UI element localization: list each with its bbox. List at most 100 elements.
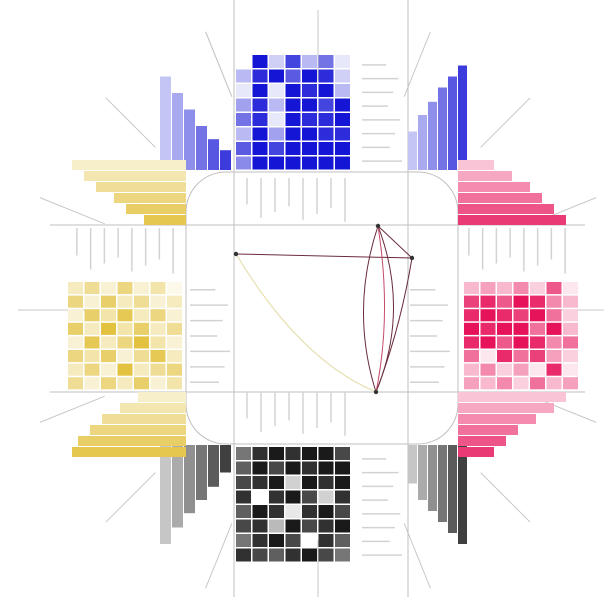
matrix-cell-right xyxy=(530,350,545,362)
matrix-cell-left xyxy=(101,296,116,308)
matrix-cell-right xyxy=(547,336,562,348)
matrix-cell-left xyxy=(101,336,116,348)
matrix-cell-top xyxy=(269,55,284,68)
spoke-line xyxy=(40,396,105,422)
matrix-cell-top xyxy=(302,84,317,97)
matrix-cell-bottom xyxy=(236,549,251,562)
matrix-cell-left xyxy=(167,296,182,308)
matrix-cell-bottom xyxy=(335,520,350,533)
matrix-cell-right xyxy=(547,350,562,362)
matrix-cell-left xyxy=(68,296,83,308)
bar-right_top xyxy=(458,182,530,192)
matrix-cell-bottom xyxy=(286,549,301,562)
bar-left_bottom xyxy=(78,436,186,446)
bar-left_bottom xyxy=(120,403,186,413)
matrix-cell-left xyxy=(167,350,182,362)
matrix-cell-left xyxy=(101,282,116,294)
matrix-cell-top xyxy=(253,55,268,68)
matrix-cell-right xyxy=(464,323,479,335)
matrix-cell-right xyxy=(563,323,578,335)
matrix-cell-right xyxy=(514,364,529,376)
matrix-cell-right xyxy=(481,323,496,335)
matrix-cell-left xyxy=(68,377,83,389)
matrix-cell-right xyxy=(481,296,496,308)
matrix-cell-top xyxy=(286,157,301,170)
matrix-cell-bottom xyxy=(286,462,301,475)
matrix-cell-top xyxy=(269,99,284,112)
matrix-cell-left xyxy=(85,336,100,348)
spoke-line xyxy=(481,473,530,522)
bar-left_top xyxy=(114,193,186,203)
matrix-cell-right xyxy=(497,282,512,294)
matrix-cell-left xyxy=(151,377,166,389)
bar-right_top xyxy=(458,171,512,181)
spoke-line xyxy=(106,473,155,522)
bar-left_bottom xyxy=(138,392,186,402)
matrix-cell-left xyxy=(118,309,133,321)
matrix-cell-top xyxy=(335,55,350,68)
matrix-cell-left xyxy=(85,377,100,389)
matrix-cell-bottom xyxy=(319,534,334,547)
matrix-cell-bottom xyxy=(269,549,284,562)
matrix-cell-right xyxy=(514,282,529,294)
matrix-cell-left xyxy=(167,323,182,335)
matrix-cell-bottom xyxy=(286,491,301,504)
matrix-cell-top xyxy=(269,157,284,170)
matrix-cell-right xyxy=(530,323,545,335)
matrix-cell-right xyxy=(481,377,496,389)
matrix-cell-bottom xyxy=(269,534,284,547)
matrix-cell-bottom xyxy=(335,491,350,504)
matrix-cell-bottom xyxy=(319,520,334,533)
matrix-cell-right xyxy=(497,364,512,376)
matrix-cell-bottom xyxy=(319,505,334,518)
matrix-cell-left xyxy=(118,296,133,308)
bar-right_bottom xyxy=(458,436,506,446)
matrix-cell-left xyxy=(134,309,149,321)
matrix-cell-bottom xyxy=(286,505,301,518)
bar-right_top xyxy=(458,204,554,214)
matrix-cell-top xyxy=(269,84,284,97)
matrix-cell-right xyxy=(514,309,529,321)
bar-left_top xyxy=(126,204,186,214)
bar-bottom_right xyxy=(418,445,427,500)
matrix-cell-top xyxy=(335,142,350,155)
matrix-cell-bottom xyxy=(302,549,317,562)
matrix-cell-bottom xyxy=(286,534,301,547)
matrix-cell-left xyxy=(68,323,83,335)
bar-bottom_right xyxy=(408,445,417,484)
matrix-cell-top xyxy=(319,55,334,68)
matrix-cell-top xyxy=(236,128,251,141)
matrix-cell-bottom xyxy=(319,462,334,475)
matrix-cell-top xyxy=(253,70,268,83)
matrix-cell-right xyxy=(481,336,496,348)
bar-top_right xyxy=(408,132,417,171)
bar-top_left xyxy=(196,126,207,170)
matrix-cell-right xyxy=(563,377,578,389)
matrix-cell-top xyxy=(286,70,301,83)
matrix-cell-top xyxy=(236,113,251,126)
spoke-line xyxy=(40,198,105,224)
matrix-cell-left xyxy=(167,364,182,376)
matrix-cell-top xyxy=(319,99,334,112)
matrix-cell-left xyxy=(118,336,133,348)
bar-bottom_right xyxy=(448,445,457,533)
matrix-cell-bottom xyxy=(253,549,268,562)
bar-right_bottom xyxy=(458,425,518,435)
matrix-cell-top xyxy=(302,99,317,112)
matrix-cell-right xyxy=(497,377,512,389)
matrix-cell-bottom xyxy=(253,462,268,475)
matrix-cell-left xyxy=(68,364,83,376)
matrix-cell-right xyxy=(563,350,578,362)
matrix-cell-top xyxy=(253,84,268,97)
bar-left_top xyxy=(144,215,186,225)
matrix-cell-right xyxy=(481,364,496,376)
matrix-cell-right xyxy=(547,296,562,308)
spoke-line xyxy=(206,32,232,97)
matrix-cell-left xyxy=(134,323,149,335)
bar-top_left xyxy=(220,150,231,170)
matrix-cell-bottom xyxy=(335,534,350,547)
bar-left_bottom xyxy=(72,447,186,457)
bar-bottom_left xyxy=(208,445,219,487)
matrix-cell-right xyxy=(497,336,512,348)
bar-left_bottom xyxy=(90,425,186,435)
